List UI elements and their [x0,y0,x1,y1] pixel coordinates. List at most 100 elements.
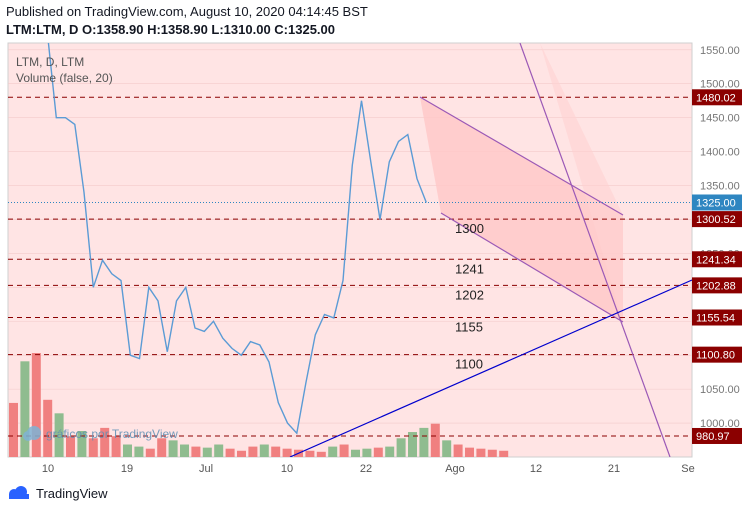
volume-bar [100,427,110,457]
level-text: 1241 [455,261,484,276]
level-badge-label: 1202.88 [696,280,736,292]
y-tick-label: 1000.00 [700,418,740,430]
drawings [289,43,692,457]
level-badge [692,427,742,444]
x-tick-label: Se [681,463,694,475]
chart-subtitle: Volume (false, 20) [16,71,113,85]
level-badge [692,309,742,326]
volume-bar [237,450,246,457]
channel-upper-line [419,96,624,216]
level-texts: 1300 1241 1202 1155 1100 [455,221,484,372]
volume-bar [499,450,509,457]
volume-bar [31,353,41,457]
volume-bar [430,423,440,457]
volume-bar [316,451,326,457]
rising-trendline [289,279,692,457]
x-tick-label: 21 [608,463,620,475]
volume-bar [259,444,269,457]
level-badge-label: 1300.52 [696,214,736,226]
ohlc-header: LTM:LTM, D O:1358.90 H:1358.90 L:1310.00… [6,22,335,37]
footer-brand: TradingView [36,485,108,501]
last-price-badge [692,194,742,211]
chart-title: LTM, D, LTM [16,55,84,69]
level-text: 1100 [455,357,483,372]
volume-bar [157,438,167,457]
volume-bar [88,438,98,457]
level-badge-label: 980.97 [696,431,730,443]
footer: TradingView [6,485,108,501]
level-text: 1155 [455,320,483,335]
channel-lower-line [440,212,624,323]
channel-fill [420,97,623,322]
falling-trendline [519,43,671,457]
volume-bar [66,436,75,457]
watermark: gráficos por TradingView [23,426,178,441]
price-line [47,43,427,435]
volume-bar [442,440,452,457]
volume-bar [43,399,53,457]
volume-bar [168,440,178,457]
x-tick-label: Jul [199,463,213,475]
level-badge-label: 1241.34 [696,254,736,266]
level-badge [692,251,742,268]
level-badge [692,89,742,106]
y-tick-label: 1400.00 [700,147,740,159]
y-tick-label: 1450.00 [700,113,740,125]
last-price-label: 1325.00 [696,197,736,209]
y-tick-label: 1050.00 [700,384,740,396]
volume-bar [54,413,64,457]
volume-bar [180,444,189,457]
price-badges: 1480.02 1300.52 1241.34 1202.88 1155.54 1100.… [692,89,742,444]
level-badge-label: 1155.54 [696,313,735,325]
y-tick-label: 1500.00 [700,79,740,91]
volume-bar [419,427,429,457]
volume-bar [20,361,30,457]
x-tick-label: Ago [445,463,465,475]
volume-bar [453,444,463,457]
y-tick-label: 1350.00 [700,181,740,193]
volume-bar [282,448,292,457]
level-badge-label: 1480.02 [696,92,736,104]
volume-bar [202,447,212,457]
volume-bar [373,447,383,457]
tradingview-logo-icon [9,486,29,499]
volume-bar [191,446,201,457]
volume-bar [328,446,338,457]
volume-bar [351,449,360,457]
volume-bar [77,431,87,457]
watermark-text: gráficos por TradingView [46,427,178,441]
volume-bar [396,438,406,457]
volume-bar [271,446,281,457]
volume-bar [145,448,155,457]
volume-bar [248,446,258,457]
level-text: 1300 [455,221,484,236]
volume-bar [465,447,474,457]
volume-bar [134,446,144,457]
x-tick-label: 10 [42,463,54,475]
volume-bar [123,444,132,457]
x-tick-label: 22 [360,463,372,475]
level-badge-label: 1100.80 [696,350,735,362]
x-tick-label: 12 [530,463,542,475]
level-text: 1202 [455,287,484,302]
level-lines [8,96,692,437]
volume-bar [214,444,224,457]
volume-bar [305,450,315,457]
volume-bar [339,444,349,457]
y-tick-label: 1550.00 [700,45,740,57]
level-badge [692,346,742,363]
wedge-fill [540,43,623,322]
volume-bar [111,436,121,457]
volume-bar [225,448,235,457]
x-tick-label: 10 [281,463,293,475]
x-axis: 10 19 Jul 10 22 Ago 12 21 Se [42,463,695,475]
volume-bar [385,446,395,457]
x-tick-label: 19 [121,463,133,475]
volume-bar [487,449,497,457]
volume-bar [362,448,372,457]
volume-bar [476,448,486,457]
volume-bar [408,432,417,457]
volume-bars [9,353,509,457]
published-header: Published on TradingView.com, August 10,… [6,4,368,19]
